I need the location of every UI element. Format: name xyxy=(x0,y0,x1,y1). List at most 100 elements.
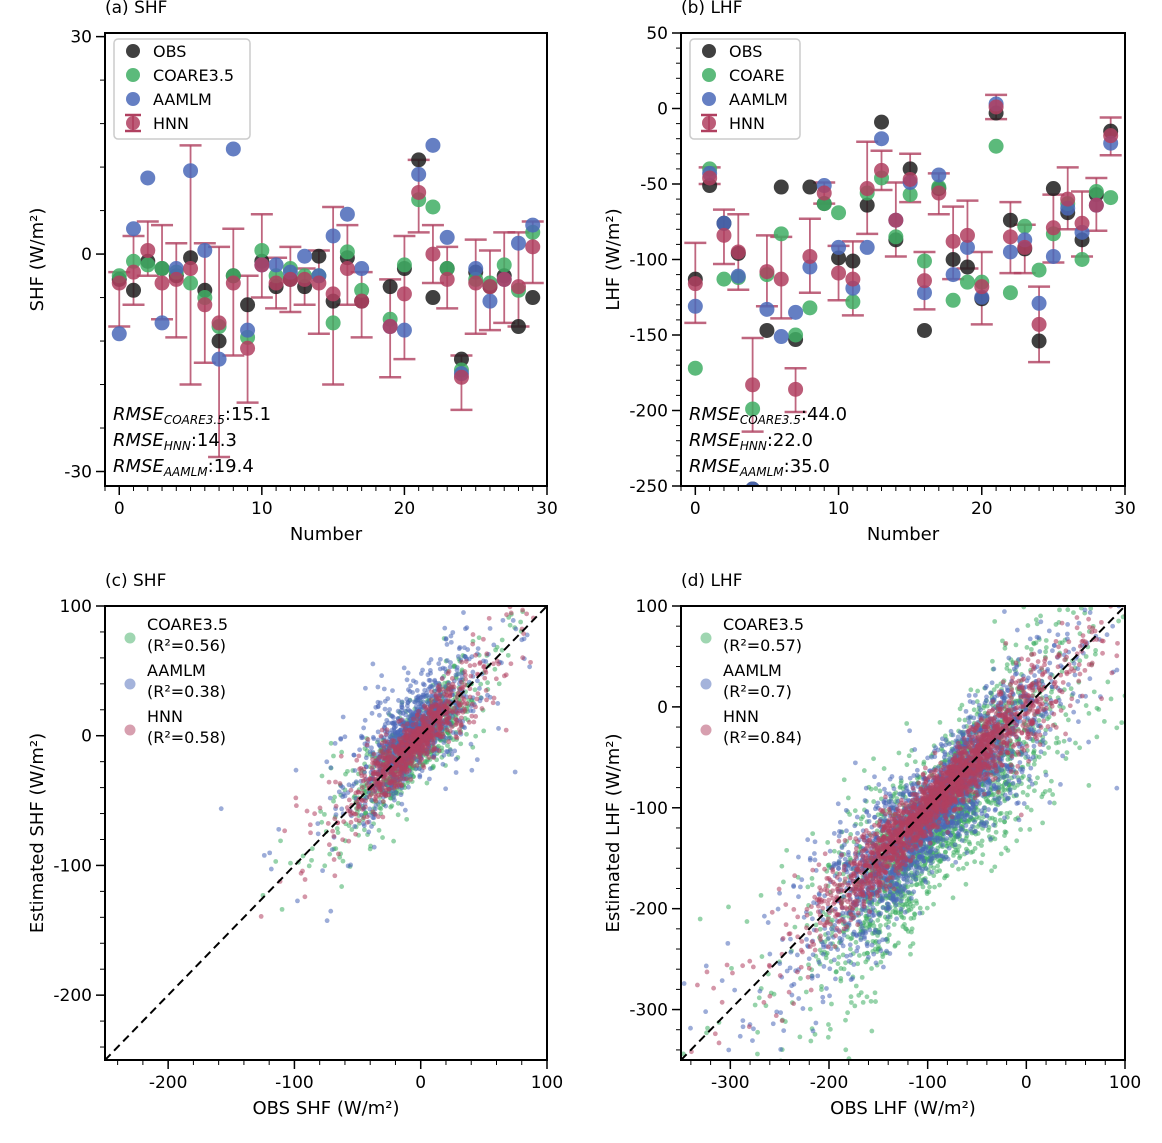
hnn-point xyxy=(457,708,462,714)
aamlm-point xyxy=(211,351,227,367)
aamlm-point xyxy=(470,669,476,675)
aamlm-point xyxy=(500,617,506,623)
aamlm-point xyxy=(328,765,334,771)
coare-point xyxy=(363,810,368,816)
obs-point xyxy=(1002,212,1018,228)
coare-point xyxy=(988,138,1004,154)
obs-point xyxy=(1031,333,1047,349)
hnn-point xyxy=(424,751,430,757)
hnn-point xyxy=(354,293,370,309)
aamlm-point xyxy=(448,660,453,665)
coare-point xyxy=(339,749,345,755)
legend-label: COARE3.5 xyxy=(153,66,234,85)
hnn-point xyxy=(508,661,514,667)
coare-point xyxy=(959,702,965,708)
hnn-point xyxy=(444,699,450,705)
hnn-point xyxy=(443,716,449,722)
coare-point xyxy=(904,721,910,726)
coare-point xyxy=(1101,719,1107,724)
coare-point xyxy=(825,840,831,845)
coare-point xyxy=(819,983,824,989)
legend-marker-obs xyxy=(702,44,716,58)
coare-point xyxy=(473,733,479,739)
hnn-point xyxy=(988,99,1004,115)
aamlm-point xyxy=(426,660,432,666)
hnn-point xyxy=(466,719,472,725)
coare-point xyxy=(843,1017,848,1023)
rmse-label: RMSE xyxy=(113,430,164,451)
aamlm-point xyxy=(383,803,389,809)
aamlm-point xyxy=(385,710,391,716)
aamlm-point xyxy=(375,684,381,690)
hnn-point xyxy=(373,779,379,785)
x-tick-label: -100 xyxy=(275,1073,314,1093)
rmse-annotation: RMSEAAMLM:19.4 xyxy=(113,456,254,479)
coare-point xyxy=(1053,740,1059,746)
coare-point xyxy=(976,815,982,821)
coare-point xyxy=(816,196,832,212)
rmse-subscript: AAMLM xyxy=(739,465,784,479)
coare-point xyxy=(1031,262,1047,278)
hnn-point xyxy=(404,721,410,727)
coare-point xyxy=(126,253,142,269)
aamlm-point xyxy=(396,698,401,703)
aamlm-point xyxy=(225,141,241,157)
obs-point xyxy=(382,279,398,295)
aamlm-point xyxy=(495,701,501,706)
hnn-point xyxy=(423,734,429,740)
hnn-point xyxy=(378,787,384,792)
aamlm-point xyxy=(802,259,818,275)
aamlm-point xyxy=(527,664,533,670)
legend-marker-coare35 xyxy=(124,632,136,644)
hnn-point xyxy=(392,772,398,778)
hnn-point xyxy=(400,746,406,752)
coare-point xyxy=(1093,648,1099,653)
coare-point xyxy=(405,780,411,786)
hnn-point xyxy=(376,792,381,798)
coare-point xyxy=(1034,621,1040,627)
y-tick-label: 30 xyxy=(70,28,92,48)
coare-point xyxy=(1040,820,1046,826)
aamlm-point xyxy=(404,677,410,683)
coare-point xyxy=(758,892,764,898)
hnn-point xyxy=(845,271,861,287)
hnn-point xyxy=(360,806,366,812)
hnn-point xyxy=(439,271,455,287)
coare-point xyxy=(1138,618,1143,623)
hnn-point xyxy=(503,727,509,733)
hnn-point xyxy=(400,762,405,768)
hnn-point xyxy=(154,275,170,291)
hnn-point xyxy=(356,804,361,809)
aamlm-point xyxy=(470,708,476,714)
hnn-point xyxy=(467,663,473,669)
coare-point xyxy=(517,586,522,591)
hnn-point xyxy=(397,771,403,777)
coare-point xyxy=(859,974,865,980)
coare-point xyxy=(1083,654,1089,659)
aamlm-point xyxy=(427,766,433,772)
coare-point xyxy=(458,741,464,747)
coare-point xyxy=(906,753,912,759)
legend-box xyxy=(113,38,251,140)
coare-point xyxy=(892,943,898,949)
aamlm-point xyxy=(382,706,388,712)
coare-point xyxy=(1149,504,1154,509)
coare-point xyxy=(322,863,328,869)
hnn-point xyxy=(331,833,337,839)
legend: COARE3.5(R²=0.56)AAMLM(R²=0.38)HNN(R²=0.… xyxy=(124,615,228,747)
hnn-point xyxy=(444,711,450,716)
hnn-point xyxy=(458,679,464,685)
hnn-point xyxy=(424,741,430,746)
coare-point xyxy=(1094,705,1100,711)
coare-point xyxy=(916,253,932,269)
coare-point xyxy=(1075,579,1080,584)
coare-point xyxy=(917,905,923,911)
aamlm-point xyxy=(386,720,391,726)
coare-point xyxy=(1033,640,1039,646)
hnn-point xyxy=(508,610,514,616)
hnn-point xyxy=(888,212,904,228)
hnn-point xyxy=(479,706,485,711)
hnn-point xyxy=(490,661,496,667)
aamlm-point xyxy=(687,298,703,314)
